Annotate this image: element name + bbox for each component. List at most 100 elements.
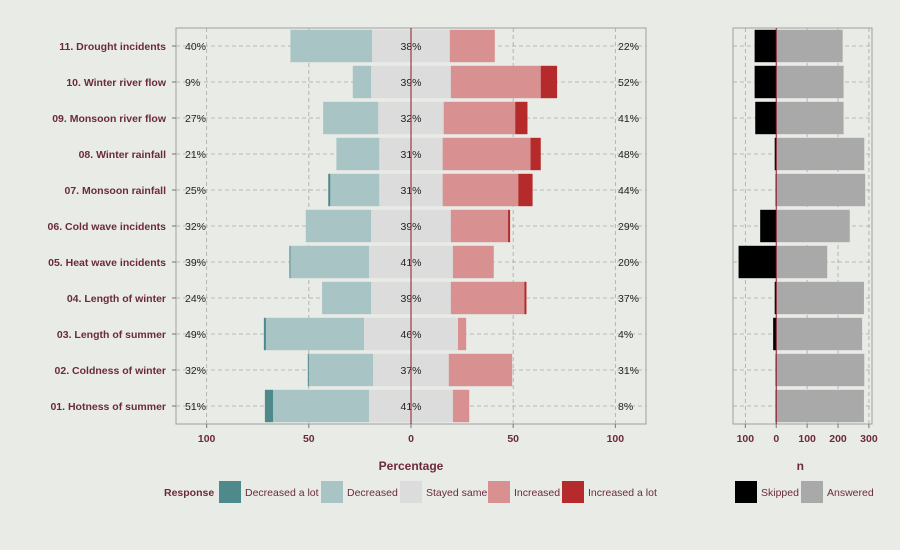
category-label: 09. Monsoon river flow bbox=[52, 113, 167, 125]
right-pct-label: 52% bbox=[618, 77, 639, 89]
legend-label: Increased a lot bbox=[588, 487, 657, 499]
legend-swatch bbox=[400, 481, 422, 503]
bar-increased bbox=[458, 317, 467, 351]
bar-skipped bbox=[754, 29, 777, 63]
bar-decreased bbox=[305, 209, 372, 243]
bar-skipped bbox=[760, 209, 777, 243]
category-label: 02. Coldness of winter bbox=[55, 365, 166, 377]
bar-skipped bbox=[774, 281, 777, 315]
right-pct-label: 44% bbox=[618, 185, 639, 197]
bar-decreased-a-lot bbox=[289, 245, 291, 279]
bar-increased-a-lot bbox=[518, 173, 533, 207]
legend-label: Stayed same bbox=[426, 487, 487, 499]
bar-decreased bbox=[273, 389, 370, 423]
category-label: 08. Winter rainfall bbox=[79, 149, 167, 161]
x-tick-label: 100 bbox=[607, 433, 625, 445]
right-pct-label: 29% bbox=[618, 221, 639, 233]
category-label: 11. Drought incidents bbox=[59, 41, 166, 53]
bar-decreased-a-lot bbox=[264, 389, 274, 423]
bar-answered bbox=[776, 137, 865, 171]
x-tick-label: 50 bbox=[303, 433, 315, 445]
right-pct-label: 48% bbox=[618, 149, 639, 161]
x-tick-label: 200 bbox=[829, 433, 847, 445]
bar-skipped bbox=[754, 65, 777, 99]
bar-increased-a-lot bbox=[515, 101, 528, 135]
legend-label: Decreased bbox=[347, 487, 398, 499]
bar-skipped bbox=[774, 137, 777, 171]
right-pct-label: 4% bbox=[618, 329, 633, 341]
bar-decreased bbox=[290, 245, 370, 279]
left-pct-label: 32% bbox=[185, 221, 206, 233]
legend-title: Response bbox=[164, 487, 214, 499]
legend-label: Decreased a lot bbox=[245, 487, 319, 499]
x-tick-label: 50 bbox=[507, 433, 519, 445]
legend-swatch bbox=[735, 481, 757, 503]
bar-increased bbox=[452, 389, 470, 423]
category-label: 01. Hotness of summer bbox=[50, 401, 166, 413]
x-tick-label: 0 bbox=[408, 433, 414, 445]
bar-increased-a-lot bbox=[530, 137, 541, 171]
right-pct-label: 37% bbox=[618, 293, 639, 305]
right-pct-label: 41% bbox=[618, 113, 639, 125]
bar-increased bbox=[452, 245, 494, 279]
bar-answered bbox=[776, 173, 866, 207]
right-pct-label: 31% bbox=[618, 365, 639, 377]
bar-answered bbox=[776, 353, 865, 387]
bar-increased bbox=[443, 101, 516, 135]
bar-increased bbox=[450, 209, 509, 243]
legend-swatch bbox=[488, 481, 510, 503]
bar-increased bbox=[449, 29, 495, 63]
left-pct-label: 9% bbox=[185, 77, 200, 89]
left-pct-label: 27% bbox=[185, 113, 206, 125]
legend-label: Skipped bbox=[761, 487, 799, 499]
bar-increased-a-lot bbox=[524, 281, 527, 315]
left-pct-label: 25% bbox=[185, 185, 206, 197]
x-tick-label: 100 bbox=[798, 433, 816, 445]
left-pct-label: 24% bbox=[185, 293, 206, 305]
bar-decreased bbox=[290, 29, 373, 63]
bar-decreased-a-lot bbox=[328, 173, 331, 207]
bar-decreased bbox=[323, 101, 379, 135]
legend-label: Answered bbox=[827, 487, 874, 499]
left-pct-label: 39% bbox=[185, 257, 206, 269]
category-label: 06. Cold wave incidents bbox=[48, 221, 167, 233]
right-pct-label: 8% bbox=[618, 401, 633, 413]
category-label: 04. Length of winter bbox=[67, 293, 166, 305]
bar-answered bbox=[776, 389, 864, 423]
left-pct-label: 51% bbox=[185, 401, 206, 413]
bar-skipped bbox=[773, 317, 777, 351]
bar-increased-a-lot bbox=[508, 209, 511, 243]
legend-swatch bbox=[801, 481, 823, 503]
bar-answered bbox=[776, 317, 863, 351]
left-pct-label: 21% bbox=[185, 149, 206, 161]
bar-answered bbox=[776, 65, 844, 99]
right-pct-label: 20% bbox=[618, 257, 639, 269]
bar-decreased bbox=[336, 137, 380, 171]
bar-increased bbox=[448, 353, 513, 387]
bar-answered bbox=[776, 101, 844, 135]
left-pct-label: 49% bbox=[185, 329, 206, 341]
bar-decreased bbox=[322, 281, 372, 315]
category-label: 10. Winter river flow bbox=[66, 77, 167, 89]
bar-decreased-a-lot bbox=[263, 317, 266, 351]
category-label: 03. Length of summer bbox=[57, 329, 166, 341]
bar-increased bbox=[450, 281, 525, 315]
category-label: 07. Monsoon rainfall bbox=[64, 185, 166, 197]
legend-label: Increased bbox=[514, 487, 560, 499]
bar-skipped bbox=[738, 245, 777, 279]
x-tick-label: 100 bbox=[198, 433, 216, 445]
bar-decreased bbox=[352, 65, 372, 99]
left-pct-label: 32% bbox=[185, 365, 206, 377]
bar-skipped bbox=[755, 101, 777, 135]
x-tick-label: 0 bbox=[773, 433, 779, 445]
right-pct-label: 22% bbox=[618, 41, 639, 53]
bar-decreased bbox=[265, 317, 364, 351]
bar-increased bbox=[442, 173, 519, 207]
left-pct-label: 40% bbox=[185, 41, 206, 53]
bar-increased bbox=[442, 137, 531, 171]
bar-answered bbox=[776, 29, 843, 63]
legend-swatch bbox=[219, 481, 241, 503]
bar-increased-a-lot bbox=[540, 65, 558, 99]
bar-decreased bbox=[308, 353, 374, 387]
bar-increased bbox=[450, 65, 541, 99]
